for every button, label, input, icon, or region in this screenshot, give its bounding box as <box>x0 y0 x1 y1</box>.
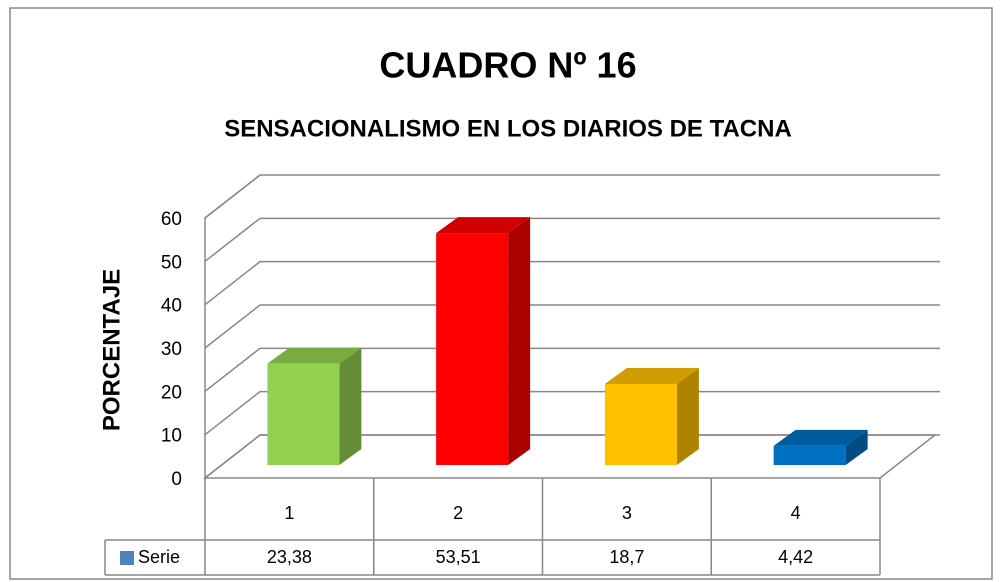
bar <box>604 383 677 465</box>
bar-top <box>773 429 868 446</box>
bar-side <box>508 217 531 465</box>
y-tick-label: 0 <box>171 469 182 490</box>
bar <box>267 363 340 465</box>
bar-side <box>845 429 868 465</box>
x-tick-label: 3 <box>622 503 632 523</box>
table-value: 18,7 <box>609 547 644 567</box>
bar <box>436 233 509 465</box>
bar-side <box>676 367 699 465</box>
y-tick-label: 60 <box>161 209 182 230</box>
table-value: 53,51 <box>436 547 481 567</box>
chart-subtitle: SENSACIONALISMO EN LOS DIARIOS DE TACNA <box>224 115 792 142</box>
bar-top <box>267 347 362 364</box>
grid-line <box>204 174 940 219</box>
grid-line <box>204 304 940 349</box>
legend-label: Serie <box>138 547 180 567</box>
bar <box>773 445 846 465</box>
y-tick-label: 50 <box>161 252 182 273</box>
x-tick-label: 2 <box>453 503 463 523</box>
bar-side <box>339 347 362 465</box>
x-tick-label: 4 <box>791 503 801 523</box>
y-tick-label: 10 <box>161 426 182 447</box>
y-tick-label: 40 <box>161 296 182 317</box>
grid-line <box>204 260 940 306</box>
grid-line <box>204 347 940 392</box>
legend-swatch <box>120 551 134 565</box>
bar-top <box>604 367 699 384</box>
grid-line <box>204 434 940 479</box>
y-tick-label: 30 <box>161 339 182 360</box>
grid-line <box>204 390 940 436</box>
grid-line <box>204 217 940 262</box>
y-axis-label: PORCENTAJE <box>98 269 125 431</box>
table-value: 4,42 <box>778 547 813 567</box>
chart-title: CUADRO Nº 16 <box>379 45 636 86</box>
bar-top <box>436 217 531 234</box>
table-value: 23,38 <box>267 547 312 567</box>
y-tick-label: 20 <box>161 382 182 403</box>
x-tick-label: 1 <box>284 503 294 523</box>
